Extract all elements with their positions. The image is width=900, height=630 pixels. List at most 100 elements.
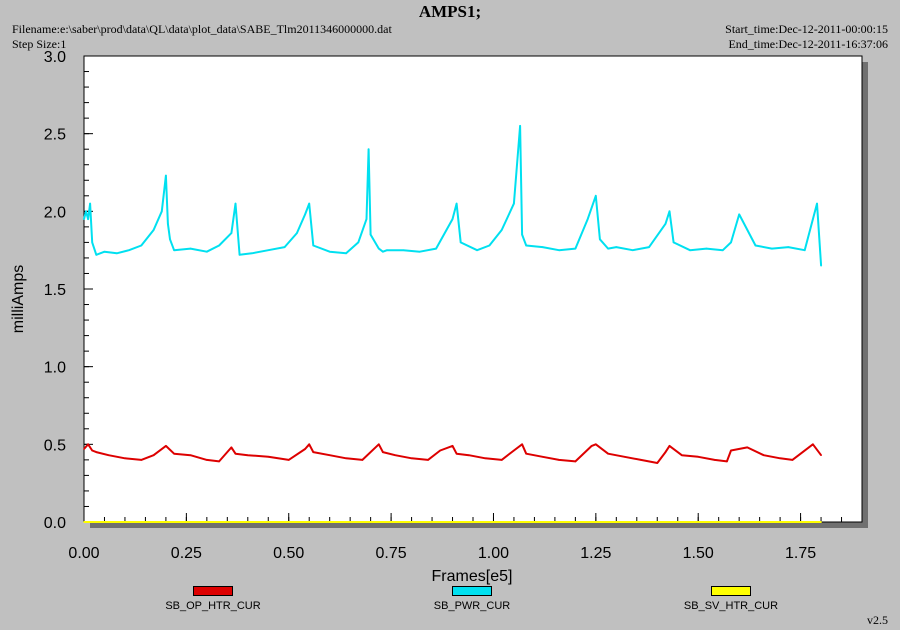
legend-label-op-htr: SB_OP_HTR_CUR [165, 600, 261, 612]
data-point-sb-pwr-cur [116, 252, 118, 255]
data-point-sb-op-htr-cur [247, 454, 249, 457]
data-point-sb-op-htr-cur [234, 452, 237, 455]
data-point-sb-op-htr-cur [668, 445, 671, 447]
data-point-sb-pwr-cur [230, 232, 233, 234]
data-point-sb-pwr-cur [787, 246, 790, 248]
data-point-sb-pwr-cur [140, 244, 143, 247]
data-point-sb-pwr-cur [689, 249, 691, 251]
data-point-sb-pwr-cur [574, 247, 577, 250]
end-time-label: End_time:Dec-12-2011-16:37:06 [728, 37, 888, 51]
x-tick-label: 0.75 [376, 545, 407, 562]
data-point-sb-pwr-cur [672, 241, 675, 244]
data-point-sb-op-htr-cur [468, 454, 470, 457]
data-point-sb-pwr-cur [738, 213, 740, 216]
data-point-sb-op-htr-cur [107, 454, 110, 457]
x-tick-label: 0.25 [171, 545, 202, 562]
legend-swatch-sv-htr [711, 586, 751, 596]
data-point-sb-pwr-cur [218, 244, 220, 247]
data-point-sb-pwr-cur [519, 125, 521, 127]
data-point-sb-pwr-cur [91, 241, 93, 244]
legend-item-op-htr: SB_OP_HTR_CUR [113, 586, 313, 612]
x-tick-label: 1.75 [785, 545, 816, 562]
data-point-sb-op-htr-cur [328, 454, 331, 457]
data-point-sb-op-htr-cur [410, 457, 413, 460]
data-point-sb-pwr-cur [128, 249, 130, 251]
data-point-sb-op-htr-cur [574, 460, 577, 463]
data-point-sb-op-htr-cur [607, 452, 609, 455]
data-point-sb-pwr-cur [803, 249, 806, 251]
data-point-sb-op-htr-cur [439, 449, 442, 452]
data-point-sb-pwr-cur [89, 202, 91, 205]
data-point-sb-op-htr-cur [726, 460, 728, 463]
chart-title: AMPS1; [418, 2, 482, 21]
x-tick-label: 1.25 [580, 545, 611, 562]
data-point-sb-pwr-cur [304, 213, 306, 216]
data-point-sb-op-htr-cur [427, 459, 429, 461]
data-point-sb-sv-htr-cur [83, 521, 85, 523]
data-point-sb-pwr-cur [238, 254, 241, 256]
data-point-sb-op-htr-cur [681, 454, 683, 457]
data-point-sb-op-htr-cur [124, 457, 126, 460]
data-point-sb-op-htr-cur [590, 445, 593, 447]
data-point-sb-op-htr-cur [361, 459, 364, 461]
data-point-sb-op-htr-cur [623, 456, 626, 458]
data-point-sb-op-htr-cur [697, 456, 699, 458]
step-size-label: Step Size:1 [12, 37, 67, 51]
data-point-sb-op-htr-cur [312, 451, 315, 453]
data-point-sb-pwr-cur [607, 247, 609, 250]
data-point-sb-pwr-cur [722, 249, 724, 251]
data-point-sb-op-htr-cur [378, 443, 380, 446]
data-point-sb-op-htr-cur [87, 443, 89, 446]
data-point-sb-pwr-cur [283, 246, 286, 248]
data-point-sb-pwr-cur [296, 232, 298, 234]
data-point-sb-pwr-cur [161, 210, 163, 213]
data-point-sb-pwr-cur [167, 223, 169, 225]
data-point-sb-op-htr-cur [779, 457, 781, 460]
filename-label: Filename:e:\saber\prod\data\QL\data\plot… [12, 22, 392, 36]
data-point-sb-pwr-cur [754, 244, 757, 247]
data-point-sb-pwr-cur [365, 218, 368, 220]
data-point-sb-pwr-cur [488, 244, 491, 247]
data-point-sb-op-htr-cur [656, 462, 659, 464]
data-point-sb-op-htr-cur [451, 445, 454, 447]
data-point-sb-pwr-cur [476, 249, 478, 251]
data-point-sb-pwr-cur [267, 249, 270, 251]
data-point-sb-pwr-cur [771, 247, 773, 250]
data-point-sb-pwr-cur [541, 246, 544, 248]
data-point-sb-op-htr-cur [730, 449, 732, 452]
data-point-sb-op-htr-cur [455, 452, 458, 455]
data-point-sb-op-htr-cur [595, 443, 597, 446]
data-point-sb-pwr-cur [357, 241, 360, 244]
data-point-sb-pwr-cur [386, 249, 388, 251]
legend-swatch-pwr [452, 586, 492, 596]
data-point-sb-op-htr-cur [812, 443, 814, 446]
data-point-sb-op-htr-cur [140, 459, 143, 461]
data-point-sb-pwr-cur [378, 247, 380, 250]
data-point-sb-op-htr-cur [713, 459, 716, 461]
data-point-sb-op-htr-cur [173, 452, 175, 455]
data-point-sb-pwr-cur [402, 249, 405, 251]
data-point-sb-pwr-cur [85, 210, 87, 213]
y-axis-label: milliAmps [10, 265, 27, 333]
data-point-sb-pwr-cur [459, 241, 462, 244]
data-point-sb-pwr-cur [103, 250, 106, 253]
y-tick-label: 0.5 [44, 437, 66, 454]
data-point-sb-op-htr-cur [83, 448, 85, 450]
data-point-sb-op-htr-cur [345, 457, 347, 460]
data-point-sb-pwr-cur [251, 252, 253, 255]
data-point-sb-op-htr-cur [484, 457, 487, 460]
data-point-sb-pwr-cur [451, 218, 454, 220]
data-point-sb-op-htr-cur [95, 451, 98, 453]
data-point-sb-pwr-cur [664, 223, 667, 225]
x-tick-label: 1.00 [478, 545, 509, 562]
data-point-sb-pwr-cur [812, 218, 814, 220]
data-point-sb-pwr-cur [525, 244, 527, 247]
legend-item-sv-htr: SB_SV_HTR_CUR [631, 586, 831, 612]
data-point-sb-op-htr-cur [762, 454, 765, 457]
data-point-sb-pwr-cur [558, 249, 560, 251]
data-point-sb-pwr-cur [152, 229, 155, 231]
data-point-sb-pwr-cur [513, 202, 515, 205]
y-tick-label: 1.5 [44, 282, 66, 299]
data-point-sb-pwr-cur [435, 247, 437, 250]
